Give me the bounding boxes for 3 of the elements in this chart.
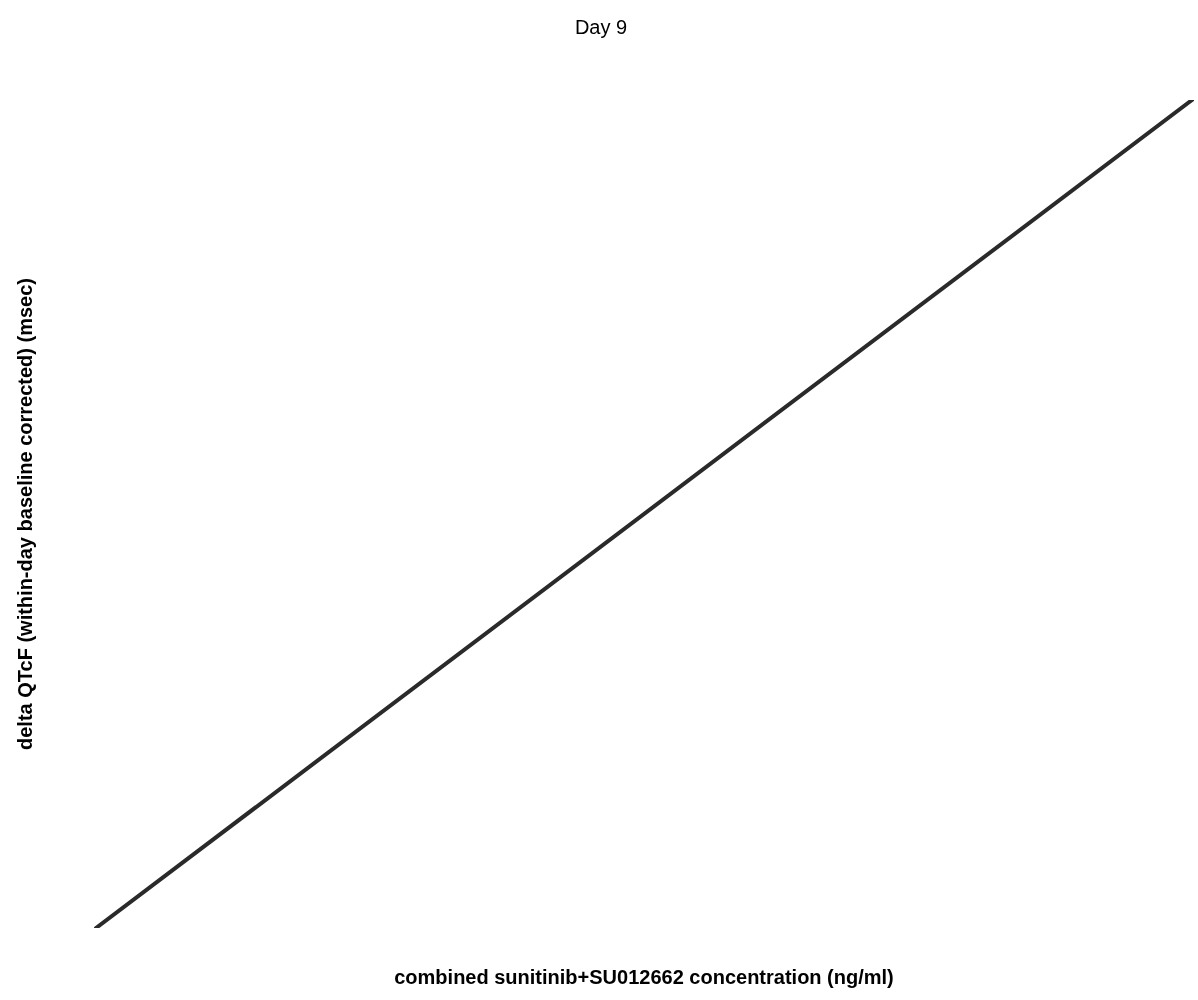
x-axis-title: combined sunitinib+SU012662 concentration (ng/ml) [394, 965, 894, 988]
chart-title: Day 9 [574, 15, 628, 38]
y-axis-title: delta QTcF (within-day baseline corrected) (msec) [13, 278, 36, 750]
